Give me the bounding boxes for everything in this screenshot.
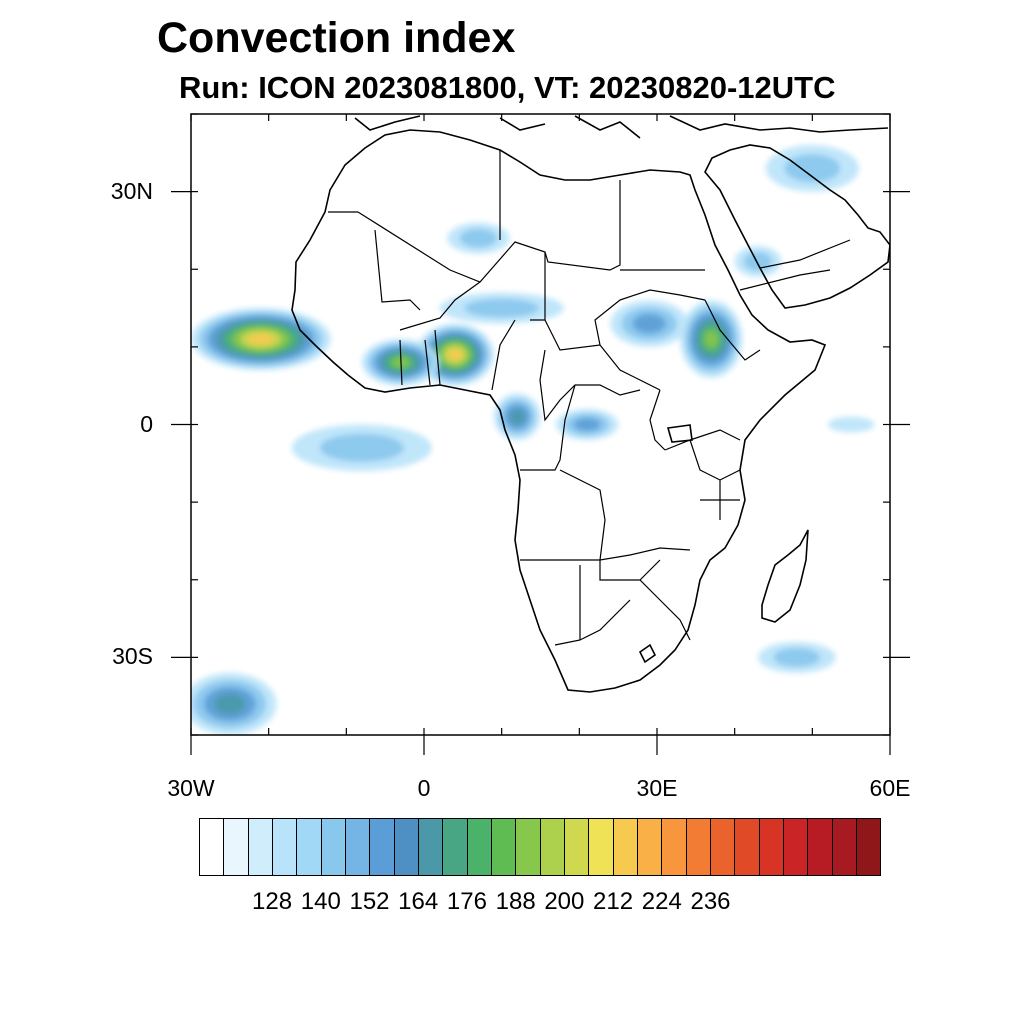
country-borders [328, 150, 851, 646]
lake-victoria [666, 424, 693, 443]
colorbar-tick-label: 140 [300, 888, 341, 915]
colorbar-box [370, 819, 395, 875]
colorbar-box [540, 819, 565, 875]
colorbar-box [808, 819, 833, 875]
colorbar-box [345, 819, 371, 875]
colorbar-box [856, 819, 881, 875]
lat-tick-label: 30S [112, 643, 153, 670]
sudan-convection-level [632, 313, 666, 334]
colorbar-box [735, 819, 760, 875]
colorbar-box [710, 819, 736, 875]
colorbar-tick-label: 188 [495, 888, 536, 915]
south-atlantic-convection-level [214, 693, 246, 715]
colorbar-box [200, 819, 225, 875]
colorbar-box [662, 819, 687, 875]
colorbar-tick-label: 176 [446, 888, 487, 915]
cameroon-convection [493, 393, 541, 441]
colorbar-tick-label: 212 [593, 888, 634, 915]
central-africa-convection-level [573, 417, 601, 432]
lesotho-border [638, 643, 657, 664]
run-subtitle: Run: ICON 2023081800, VT: 20230820-12UTC [179, 70, 836, 105]
madagascar-convection [757, 641, 836, 673]
colorbar-box [467, 819, 492, 875]
west-africa-coast-convection [191, 308, 331, 371]
sahel-convection-level [464, 298, 539, 318]
colorbar-box [686, 819, 711, 875]
central-africa-convection [556, 408, 619, 441]
sahara-convection [447, 222, 510, 254]
colorbar-tick-label: 224 [641, 888, 682, 915]
axis-ticks [171, 113, 910, 755]
cameroon-convection-level [509, 408, 525, 425]
lon-tick-label: 30W [167, 775, 215, 801]
colorbar-tick-label: 152 [349, 888, 390, 915]
africa-coastline [291, 129, 827, 693]
lon-tick-label: 0 [417, 775, 431, 801]
colorbar-tick-label: 200 [544, 888, 585, 915]
europe-coastline [354, 115, 889, 139]
yemen-convection [734, 245, 782, 278]
colorbar-box [564, 819, 590, 875]
sahel-convection [439, 292, 564, 324]
colorbar-box [297, 819, 322, 875]
lat-tick-label: 30N [110, 177, 153, 204]
colorbar-box [759, 819, 784, 875]
map-title: Convection index [157, 14, 516, 62]
middle-east-convection [765, 145, 859, 192]
convection-field [191, 145, 875, 735]
indian-ocean-convection-level [827, 416, 875, 433]
south-atlantic-convection [191, 672, 277, 735]
lon-tick-label: 60E [869, 775, 911, 801]
colorbar-box [443, 819, 468, 875]
colorbar-box [248, 819, 273, 875]
madagascar-convection-level [773, 648, 821, 667]
nigeria-convection [416, 323, 494, 386]
madagascar-coastline [761, 529, 809, 623]
gulf-guinea-convection-level [319, 433, 404, 462]
colorbar-box [613, 819, 638, 875]
colorbar-box [491, 819, 517, 875]
colorbar-box [783, 819, 809, 875]
colorbar-box [637, 819, 663, 875]
colorbar-box [394, 819, 419, 875]
colorbar-tick-label: 164 [398, 888, 439, 915]
sahara-convection-level [459, 228, 498, 248]
lon-tick-label: 30E [636, 775, 678, 801]
indian-ocean-convection [827, 416, 875, 433]
yemen-convection-level [743, 252, 772, 271]
lat-tick-label: 0 [140, 410, 153, 437]
ethiopia-convection-level [704, 330, 719, 349]
ethiopia-convection [680, 300, 743, 378]
colorbar-tick-label: 128 [252, 888, 293, 915]
colorbar-box [272, 819, 298, 875]
colorbar-box [224, 819, 249, 875]
sudan-convection [610, 300, 689, 347]
colorbar-box [516, 819, 541, 875]
colorbar-box [418, 819, 444, 875]
colorbar-box [832, 819, 857, 875]
nigeria-convection-level [448, 349, 462, 361]
map-frame [190, 113, 891, 736]
colorbar-tick-label: 236 [690, 888, 731, 915]
west-africa-coast-convection-level [248, 333, 274, 345]
colorbar-box [589, 819, 614, 875]
gulf-guinea-convection [291, 424, 432, 472]
middle-east-convection-level [784, 154, 841, 183]
coastlines-and-borders [291, 115, 890, 693]
colorbar [199, 818, 881, 876]
colorbar-box [321, 819, 346, 875]
